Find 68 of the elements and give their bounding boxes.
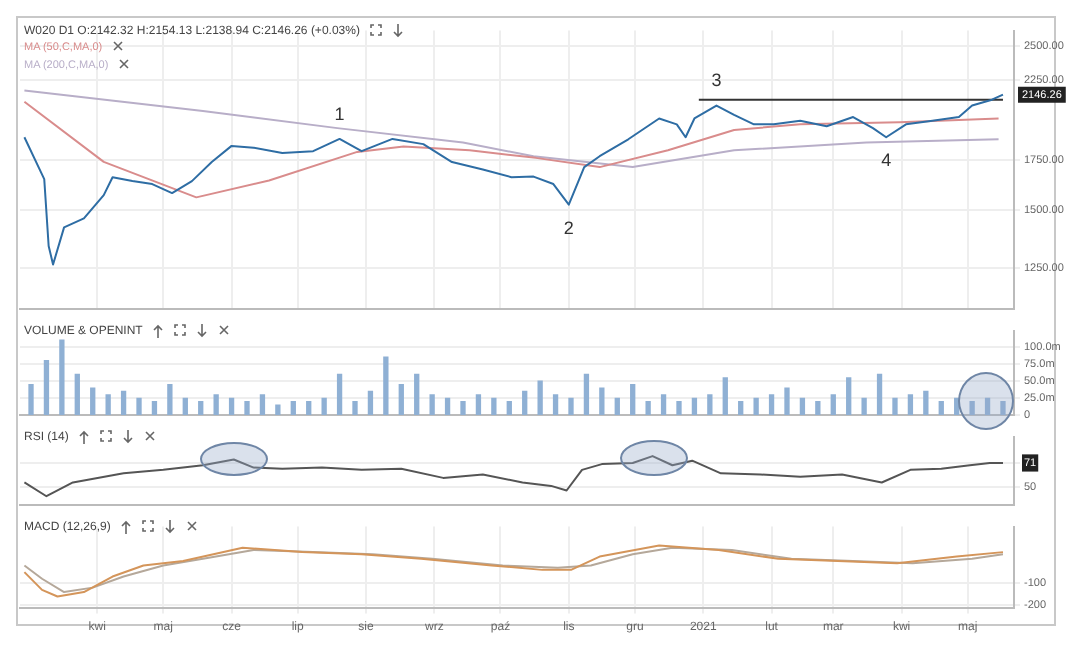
bar (568, 397, 574, 416)
bar (614, 397, 620, 416)
bar (969, 401, 975, 416)
bar (460, 401, 466, 416)
bar (244, 401, 250, 416)
bar (738, 401, 744, 416)
bar (954, 397, 960, 416)
bar (892, 397, 898, 416)
bar (861, 397, 867, 416)
bar (167, 383, 173, 416)
bar (876, 373, 883, 416)
bar (707, 394, 713, 416)
bar (213, 394, 219, 416)
bar (43, 360, 50, 416)
bar (537, 380, 543, 416)
bar (120, 390, 127, 416)
bar (830, 394, 836, 416)
bar (59, 339, 65, 416)
bar (599, 387, 605, 416)
bar (275, 404, 281, 416)
bar (506, 401, 512, 416)
annotation: 3 (711, 70, 722, 91)
bar (444, 397, 451, 416)
bar (552, 394, 559, 416)
bar (352, 401, 358, 416)
bar (815, 401, 821, 416)
bar (491, 397, 497, 416)
bar (691, 397, 698, 416)
bar (907, 394, 914, 416)
bar (336, 373, 343, 416)
bar (768, 394, 775, 416)
bar (136, 397, 142, 416)
bar (475, 394, 482, 416)
bar (429, 394, 435, 416)
bar (645, 401, 651, 416)
bar (938, 401, 944, 416)
bar (784, 387, 790, 416)
bar (383, 356, 389, 416)
bar (151, 401, 158, 416)
bar (414, 373, 420, 416)
bar (923, 390, 929, 416)
annotation: 2 (563, 217, 574, 238)
bar (583, 373, 590, 416)
bar (1000, 401, 1006, 416)
bar (74, 373, 80, 416)
bar (321, 397, 327, 416)
bar (90, 387, 96, 416)
bar (28, 383, 34, 416)
bar (522, 390, 528, 416)
bar (105, 394, 111, 416)
bar (846, 377, 852, 416)
bar (306, 401, 312, 416)
bar (753, 397, 759, 416)
bar (398, 383, 404, 416)
bar (290, 401, 296, 416)
bar (722, 377, 728, 416)
bar (676, 401, 682, 416)
bar (367, 390, 374, 416)
bar (198, 401, 204, 416)
bar (799, 397, 806, 416)
bar (630, 383, 636, 416)
bar (228, 397, 235, 416)
bar (660, 394, 667, 416)
bar (259, 394, 266, 416)
bar (182, 397, 188, 416)
bar (984, 397, 991, 416)
annotation: 4 (881, 150, 892, 171)
annotation: 1 (334, 103, 345, 124)
